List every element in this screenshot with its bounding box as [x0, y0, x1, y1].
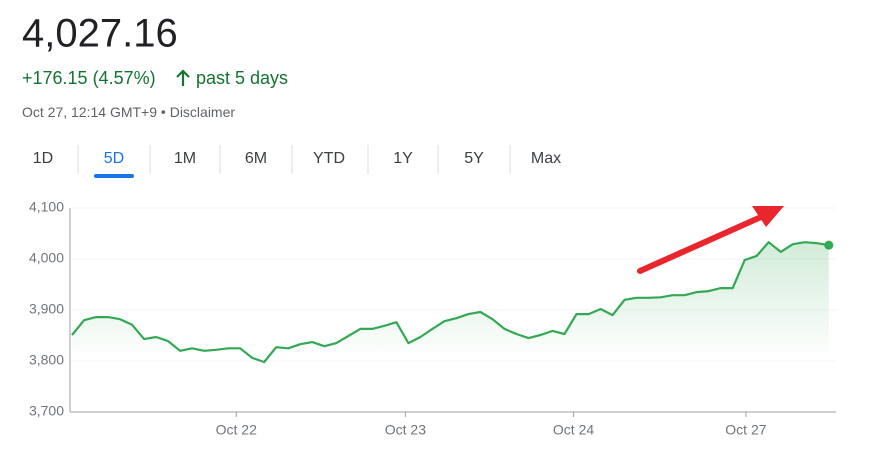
y-tick-label: 3,800	[29, 352, 64, 368]
x-tick-label: Oct 23	[385, 422, 426, 438]
price: 4,027.16	[22, 12, 178, 56]
period: past 5 days	[196, 68, 288, 88]
plot: 3,700 3,800 3,900 4,000 4,100 Oct 22 Oct 23 Oct…	[29, 199, 836, 438]
disclaimer[interactable]: Disclaimer	[170, 104, 236, 120]
y-tick-label: 3,900	[29, 301, 64, 317]
tab[interactable]: Max	[531, 150, 561, 167]
tab[interactable]: 1D	[33, 150, 53, 167]
tab[interactable]: YTD	[313, 150, 345, 167]
area	[72, 242, 829, 362]
price-line	[71, 241, 829, 364]
last-point	[824, 240, 834, 250]
tab[interactable]: 1Y	[393, 150, 413, 167]
tabs: 1D 5D 1M 6M YTD 1Y 5Y Max	[33, 145, 561, 178]
x-tick-label: Oct 27	[725, 422, 766, 438]
time: Oct 27, 12:14 GMT+9	[22, 104, 157, 120]
y-tick-label: 3,700	[29, 403, 64, 419]
y-tick-label: 4,000	[29, 250, 64, 266]
annotation-arrowhead	[752, 206, 784, 227]
tab-underline	[94, 174, 134, 178]
tab[interactable]: 5Y	[464, 150, 484, 167]
timestamp: Oct 27, 12:14 GMT+9 • Disclaimer	[22, 104, 235, 120]
y-tick-label: 4,100	[29, 199, 64, 215]
tab[interactable]: 5D	[104, 150, 124, 167]
tab[interactable]: 1M	[174, 150, 196, 167]
up-arrow	[176, 69, 190, 86]
x-tick-label: Oct 24	[553, 422, 594, 438]
change: +176.15 (4.57%)	[22, 68, 156, 88]
x-tick-label: Oct 22	[216, 422, 257, 438]
tab[interactable]: 6M	[245, 150, 267, 167]
annotation-arrow	[637, 210, 773, 274]
